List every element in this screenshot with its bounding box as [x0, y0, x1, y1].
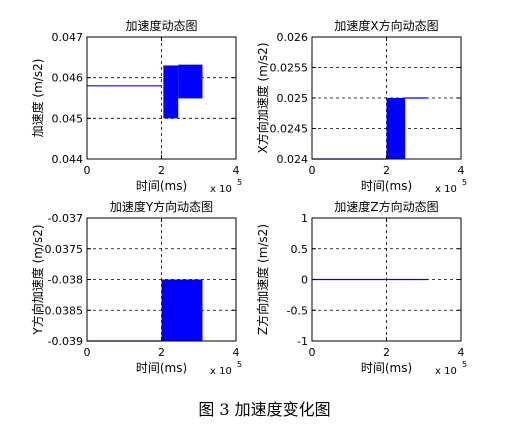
y-axis-label: Z方向加速度 (m/s2) — [255, 224, 270, 335]
x-axis-label: 时间(ms) — [136, 179, 187, 193]
y-tick-label: -0.037 — [48, 212, 83, 225]
y-axis-label: Y方向加速度 (m/s2) — [30, 224, 45, 335]
chart-title: 加速度Y方向动态图 — [110, 199, 213, 214]
x-tick-label: 2 — [158, 164, 165, 177]
data-band-1 — [386, 98, 406, 159]
chart-title: 加速度Z方向动态图 — [334, 199, 438, 214]
x-axis-exponent: x 10 — [210, 366, 232, 377]
x-tick-label: 0 — [84, 164, 91, 177]
y-tick-label: -0.0385 — [41, 304, 83, 317]
x-tick-label: 2 — [383, 164, 390, 177]
y-tick-label: -1 — [297, 335, 308, 348]
y-axis-label: 加速度 (m/s2) — [30, 59, 45, 138]
x-axis-exponent: x 10 — [435, 366, 457, 377]
x-tick-label: 4 — [458, 164, 465, 177]
y-tick-label: -0.038 — [48, 274, 83, 287]
x-tick-label: 4 — [233, 164, 240, 177]
figure-caption: 图 3 加速度变化图 — [198, 400, 331, 419]
y-tick-label: -0.0375 — [41, 243, 83, 256]
y-tick-label: 0.045 — [52, 112, 84, 125]
y-tick-label: 0.0245 — [270, 123, 309, 136]
y-tick-label: 0.044 — [52, 153, 84, 166]
x-tick-label: 0 — [309, 164, 316, 177]
x-axis-exponent: x 10 — [435, 184, 457, 195]
x-axis-label: 时间(ms) — [361, 179, 412, 193]
y-tick-label: 0.024 — [277, 153, 309, 166]
x-axis-exponent: x 10 — [210, 184, 232, 195]
x-axis-exponent-power: 5 — [462, 178, 467, 187]
x-axis-label: 时间(ms) — [361, 361, 412, 375]
x-tick-label: 2 — [383, 346, 390, 359]
y-tick-label: 0.0255 — [270, 62, 309, 75]
x-tick-label: 4 — [233, 346, 240, 359]
x-tick-label: 0 — [84, 346, 91, 359]
x-tick-label: 2 — [158, 346, 165, 359]
data-band-1 — [163, 65, 179, 119]
y-axis-label: X方向加速度 (m/s2) — [255, 42, 270, 153]
chart-panel-2: 0 2 4 0.024 0.0245 0.025 0.0255 0.026 加速度X方向动态图时… — [255, 18, 467, 195]
y-tick-label: 0.025 — [277, 92, 309, 105]
data-band-1 — [161, 279, 203, 341]
x-tick-label: 0 — [309, 346, 316, 359]
x-axis-label: 时间(ms) — [136, 361, 187, 375]
y-tick-label: 0.046 — [52, 72, 84, 85]
y-tick-label: 0.047 — [52, 31, 84, 44]
y-tick-label: 0.026 — [277, 31, 309, 44]
chart-title: 加速度动态图 — [125, 18, 197, 33]
x-axis-exponent-power: 5 — [237, 360, 242, 369]
x-tick-label: 4 — [458, 346, 465, 359]
y-tick-label: 1 — [301, 212, 308, 225]
y-tick-label: 0.5 — [291, 243, 309, 256]
chart-title: 加速度X方向动态图 — [334, 18, 438, 33]
y-tick-label: 0 — [301, 274, 308, 287]
x-axis-exponent-power: 5 — [237, 178, 242, 187]
chart-panel-3: 0 2 4 -0.039 -0.0385 -0.038 -0.0375 -0.037 加速度Y方… — [30, 199, 242, 377]
data-band-2 — [178, 64, 203, 99]
y-tick-label: -0.039 — [48, 335, 83, 348]
x-axis-exponent-power: 5 — [462, 360, 467, 369]
y-tick-label: -0.5 — [287, 304, 308, 317]
